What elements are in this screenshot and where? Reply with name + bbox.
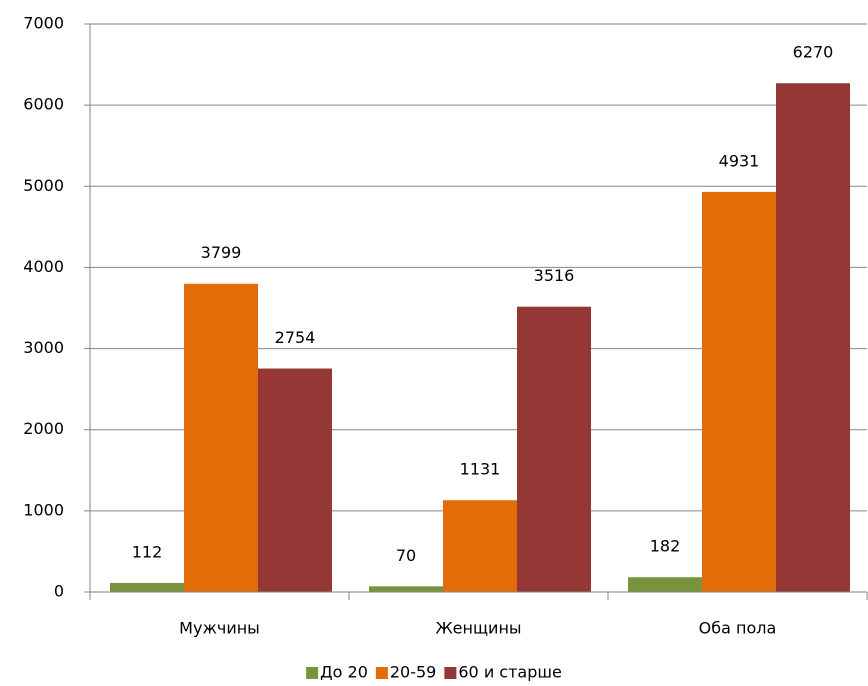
y-tick-label: 3000 (23, 338, 64, 357)
bar (517, 306, 591, 592)
y-tick-label: 2000 (23, 419, 64, 438)
y-tick-label: 6000 (23, 95, 64, 114)
bar (702, 191, 776, 592)
y-tick-label: 0 (54, 582, 64, 601)
data-label: 112 (132, 542, 163, 561)
x-tick-label: Мужчины (179, 619, 260, 638)
y-tick-label: 5000 (23, 176, 64, 195)
legend-label: 20-59 (390, 663, 437, 682)
bar (628, 577, 702, 592)
data-label: 3516 (534, 266, 575, 285)
bar (776, 83, 850, 592)
data-label: 6270 (793, 43, 834, 62)
bar (110, 582, 184, 592)
legend-label: До 20 (320, 663, 368, 682)
legend-label: 60 и старше (458, 663, 562, 682)
data-label: 2754 (275, 328, 316, 347)
data-label: 4931 (719, 151, 760, 170)
data-label: 70 (396, 546, 416, 565)
bar (258, 368, 332, 592)
data-label: 3799 (201, 243, 242, 262)
data-label: 1131 (460, 460, 501, 479)
bar (184, 283, 258, 592)
y-tick-label: 7000 (23, 14, 64, 33)
bar (443, 500, 517, 592)
legend-swatch (444, 667, 457, 679)
y-tick-label: 4000 (23, 257, 64, 276)
y-tick-label: 1000 (23, 500, 64, 519)
x-tick-label: Женщины (435, 619, 521, 638)
legend: До 20 20-59 60 и старше (306, 663, 562, 682)
bar (369, 586, 443, 592)
x-tick-label: Оба пола (699, 619, 777, 638)
data-label: 182 (650, 537, 681, 556)
legend-swatch (306, 667, 319, 679)
legend-swatch (375, 667, 388, 679)
